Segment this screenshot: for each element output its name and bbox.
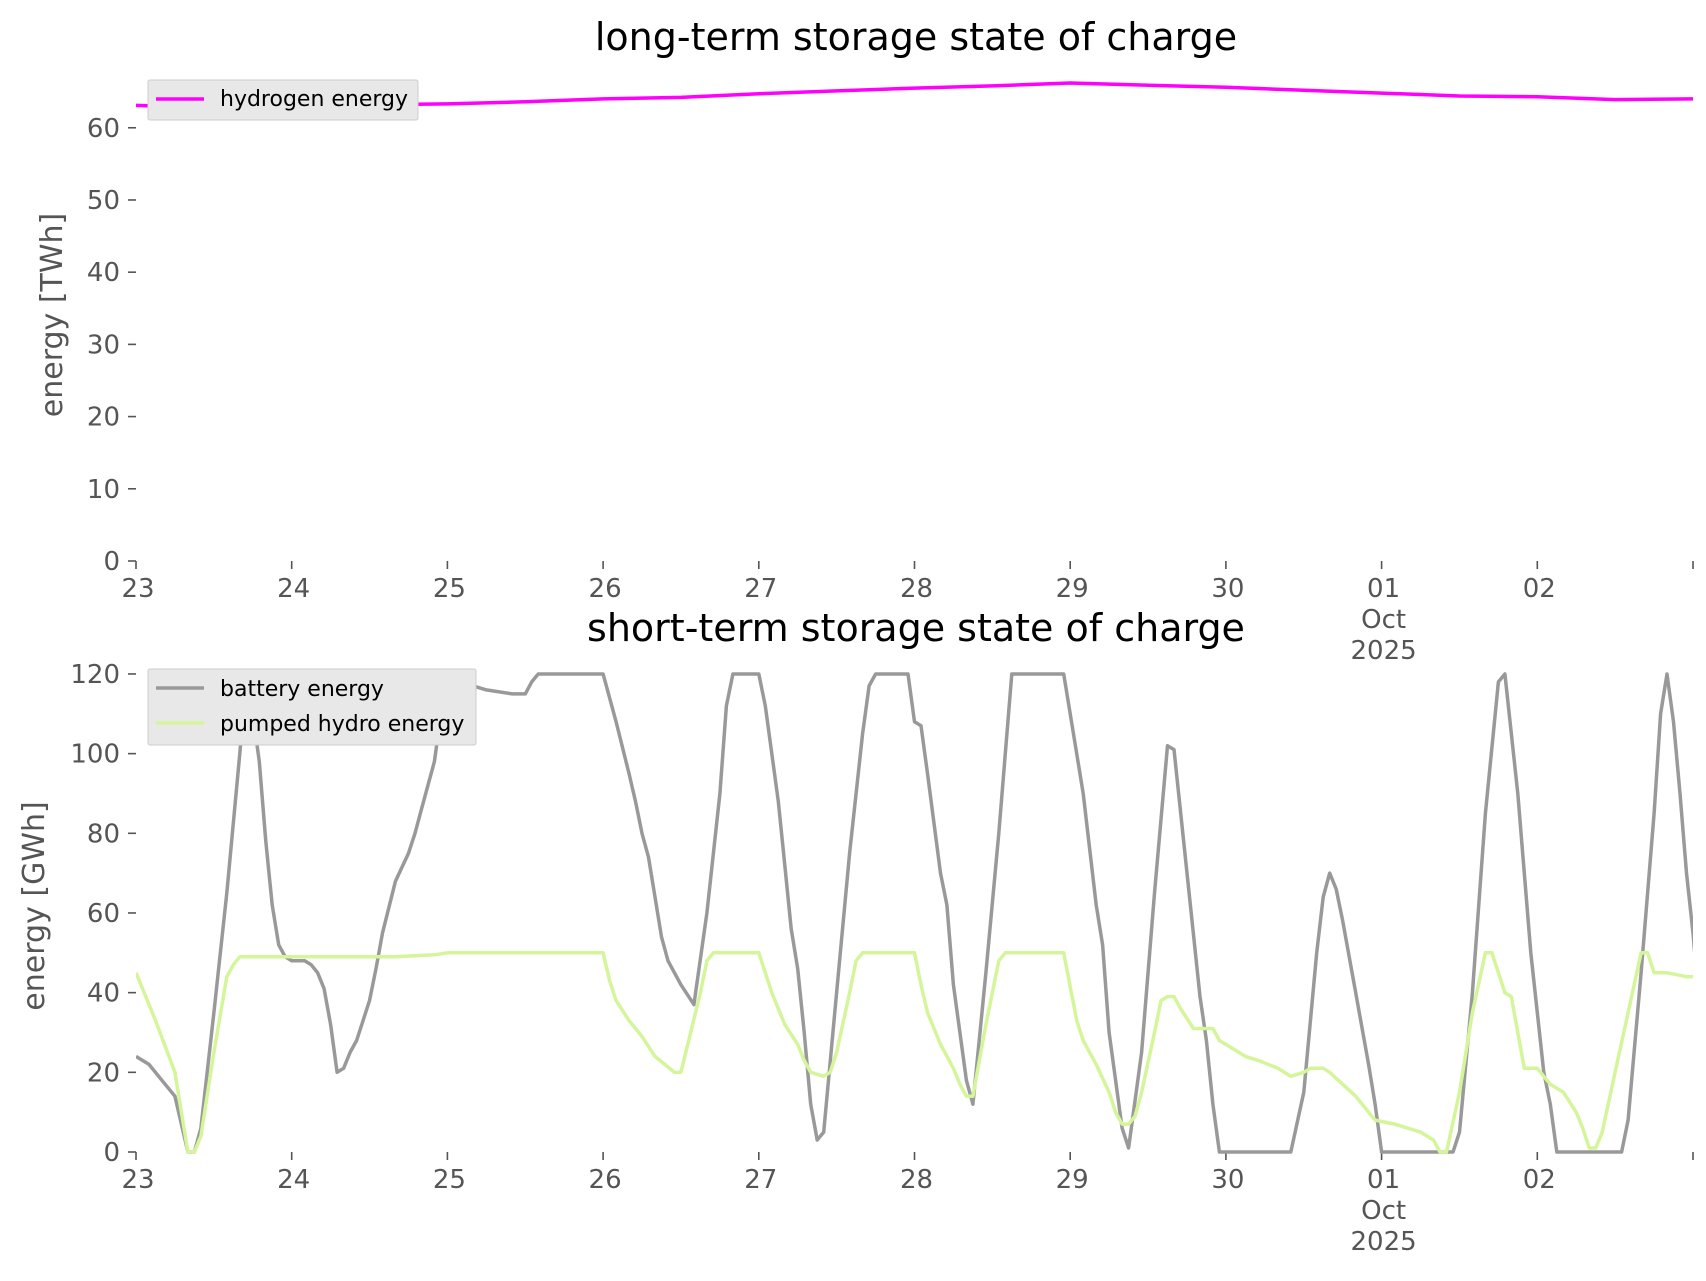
x-tick-label: 30 [1211, 1165, 1244, 1195]
legend: hydrogen energy [147, 79, 419, 121]
x-tick-label: 28 [900, 574, 933, 604]
chart-title: short-term storage state of charge [587, 606, 1245, 650]
y-tick-label: 20 [87, 1058, 120, 1088]
chart-title: long-term storage state of charge [595, 15, 1237, 59]
legend-label-battery-energy: battery energy [220, 677, 384, 702]
x-tick-label: 23 [121, 1165, 154, 1195]
x-tick-label: 23 [121, 574, 154, 604]
y-axis-label: energy [GWh] [17, 801, 52, 1010]
x-tick-label: 02 [1523, 1165, 1556, 1195]
x-tick-label: 30 [1211, 574, 1244, 604]
y-tick-label: 0 [103, 547, 120, 577]
legend-label-hydrogen-energy: hydrogen energy [220, 87, 408, 112]
y-tick-label: 60 [87, 899, 120, 929]
y-tick-label: 100 [70, 740, 120, 770]
x-tick-label: 26 [589, 1165, 622, 1195]
x-tick-label: 25 [433, 574, 466, 604]
y-tick-label: 10 [87, 475, 120, 505]
y-axis-label: energy [TWh] [35, 213, 70, 417]
x-tick-label: 29 [1056, 574, 1089, 604]
short-term-storage-panel: short-term storage state of charge 02040… [17, 606, 1694, 1257]
y-tick-label: 60 [87, 114, 120, 144]
x-tick-label: 2025 [1351, 636, 1417, 666]
legend-box [147, 668, 477, 746]
x-tick-label: 2025 [1351, 1227, 1417, 1257]
x-tick-label: Oct [1361, 1196, 1406, 1226]
series-line-pumped-hydro-energy [136, 951, 1693, 1154]
x-tick-label: 01 [1367, 574, 1400, 604]
x-tick-label: 29 [1056, 1165, 1089, 1195]
y-tick-label: 40 [87, 258, 120, 288]
x-tick-label: 27 [744, 574, 777, 604]
x-tick-label: 28 [900, 1165, 933, 1195]
x-tick-label: 26 [589, 574, 622, 604]
y-tick-label: 0 [103, 1138, 120, 1168]
x-tick-label: 25 [433, 1165, 466, 1195]
y-tick-label: 50 [87, 186, 120, 216]
y-tick-label: 20 [87, 403, 120, 433]
x-tick-label: 24 [277, 574, 310, 604]
series-line-battery-energy [136, 672, 1693, 1154]
legend-label-pumped-hydro-energy: pumped hydro energy [220, 712, 464, 737]
y-tick-label: 40 [87, 979, 120, 1009]
y-tick-label: 120 [70, 660, 120, 690]
legend-box [147, 79, 419, 121]
x-tick-label: 02 [1523, 574, 1556, 604]
y-tick-label: 80 [87, 819, 120, 849]
x-tick-label: Oct [1361, 605, 1406, 635]
y-tick-label: 30 [87, 330, 120, 360]
long-term-storage-panel: long-term storage state of charge 010203… [35, 15, 1694, 666]
x-tick-label: 01 [1367, 1165, 1400, 1195]
x-tick-label: 24 [277, 1165, 310, 1195]
legend: battery energy pumped hydro energy [147, 668, 477, 746]
x-tick-label: 27 [744, 1165, 777, 1195]
